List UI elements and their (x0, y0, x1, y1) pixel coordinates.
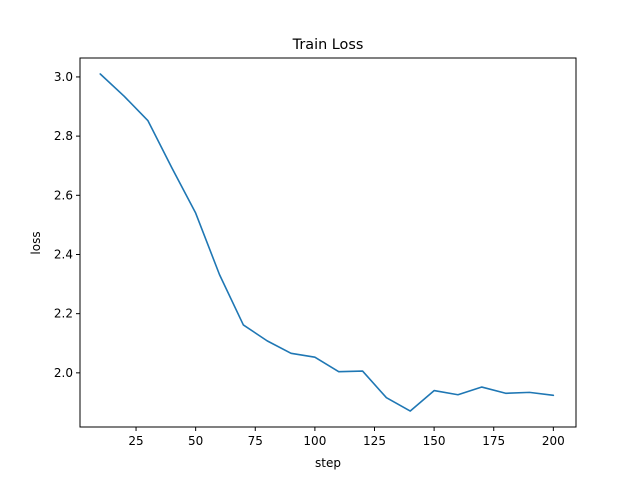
x-tick-label: 50 (188, 434, 203, 448)
y-axis-ticks: 2.0 2.2 2.4 2.6 2.8 3.0 (54, 70, 80, 380)
y-tick-label: 2.2 (54, 307, 73, 321)
y-tick-label: 2.4 (54, 247, 73, 261)
x-tick-label: 100 (303, 434, 326, 448)
series-line-0 (99, 73, 555, 412)
x-tick-label: 25 (128, 434, 143, 448)
x-tick-label: 200 (542, 434, 565, 448)
x-axis-ticks: 25 50 75 100 125 150 175 200 (128, 427, 565, 448)
x-axis-label: step (315, 456, 341, 470)
x-tick-label: 75 (248, 434, 263, 448)
y-axis-label: loss (29, 231, 43, 254)
x-tick-label: 175 (482, 434, 505, 448)
axes-frame (79, 57, 577, 428)
y-tick-label: 2.8 (54, 129, 73, 143)
plot-area: 25 50 75 100 125 150 175 200 2.0 2.2 2.4 2.6 2.8 3.0 (54, 57, 577, 448)
x-tick-label: 150 (423, 434, 446, 448)
y-tick-label: 2.0 (54, 366, 73, 380)
series-group (99, 73, 555, 412)
chart-title: Train Loss (292, 37, 364, 53)
y-tick-label: 3.0 (54, 70, 73, 84)
y-tick-label: 2.6 (54, 188, 73, 202)
x-tick-label: 125 (363, 434, 386, 448)
